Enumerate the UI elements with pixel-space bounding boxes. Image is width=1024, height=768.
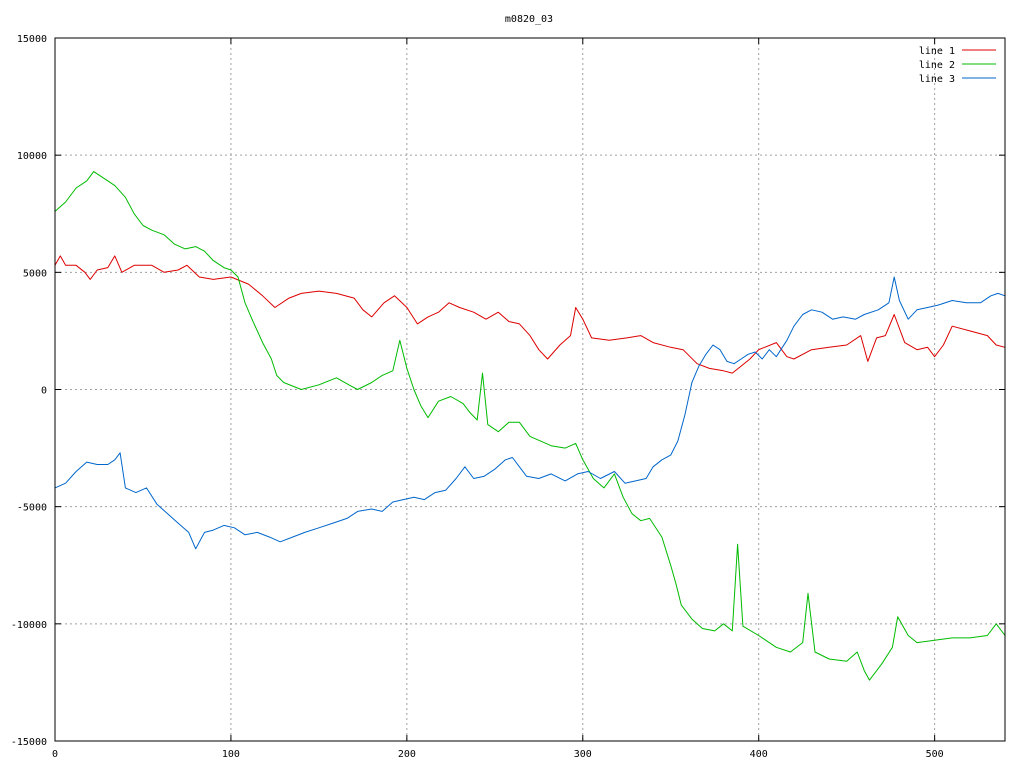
x-tick-label: 400: [750, 749, 768, 760]
chart-title: m0820_03: [505, 14, 553, 25]
x-tick-label: 500: [926, 749, 944, 760]
legend: line 1 line 2 line 3: [919, 46, 996, 85]
y-tick-label: -10000: [11, 620, 47, 631]
legend-label: line 1: [919, 46, 955, 57]
y-tick-label: 0: [41, 386, 47, 397]
series-line-2: [54, 171, 1006, 681]
legend-label: line 2: [919, 60, 955, 71]
series-line-3: [54, 276, 1006, 550]
plot-series: [54, 171, 1006, 681]
y-tick-label: 15000: [17, 34, 47, 45]
y-tick-label: 5000: [23, 268, 47, 279]
y-tick-label: -15000: [11, 737, 47, 748]
grid: [55, 38, 1005, 741]
series-line-1: [54, 255, 1006, 374]
x-tick-label: 300: [574, 749, 592, 760]
x-tick-label: 100: [222, 749, 240, 760]
x-tick-label: 200: [398, 749, 416, 760]
axis-ticks: 0 100 200 300 400 500 -15000 -10000 -5000 0 5000 10…: [11, 34, 1005, 760]
y-tick-label: 10000: [17, 151, 47, 162]
legend-label: line 3: [919, 74, 955, 85]
x-tick-label: 0: [52, 749, 58, 760]
y-tick-label: -5000: [17, 503, 47, 514]
